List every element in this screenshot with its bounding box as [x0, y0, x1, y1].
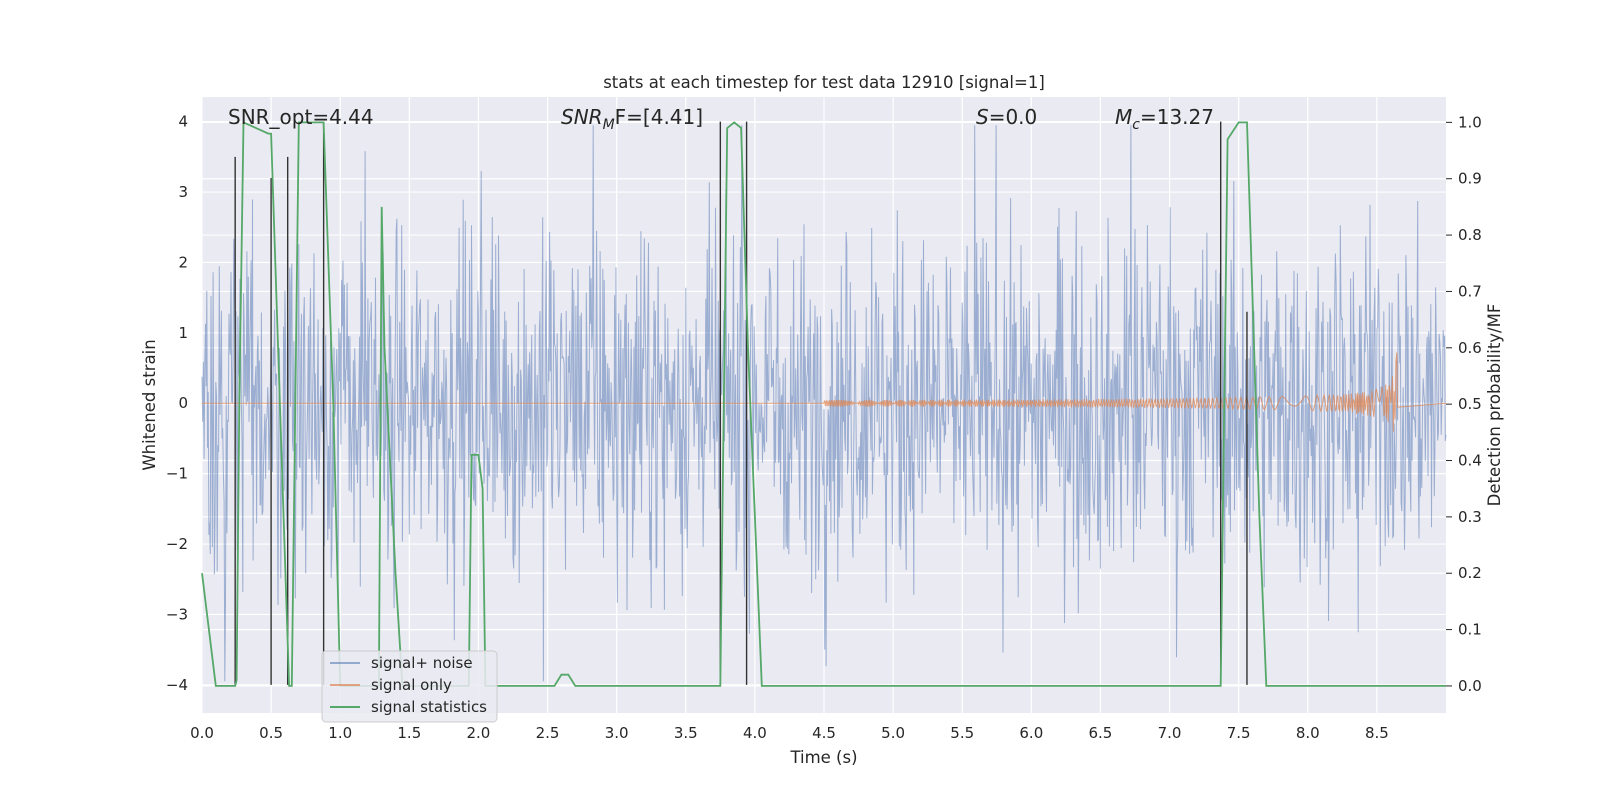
annotation-mc-subscript: c — [1132, 117, 1140, 133]
legend-label-stats: signal statistics — [371, 698, 487, 716]
x-tick-label: 1.5 — [397, 724, 421, 742]
x-tick-label: 7.5 — [1227, 724, 1251, 742]
x-tick-label: 5.0 — [881, 724, 905, 742]
x-tick-label: 6.5 — [1089, 724, 1113, 742]
y-tick-label-right: 0.2 — [1458, 564, 1482, 582]
y-axis-label-right: Detection probability/MF — [1485, 304, 1504, 507]
annotation-snr-opt: SNR_opt=4.44 — [228, 105, 374, 129]
x-tick-label: 4.0 — [743, 724, 767, 742]
annotation-mc-symbol: M — [1115, 105, 1132, 129]
y-tick-label-left: 1 — [178, 324, 188, 342]
annotation-s: S=0.0 — [976, 105, 1037, 129]
legend-label-noise: signal+ noise — [371, 654, 473, 672]
x-tick-label: 3.5 — [674, 724, 698, 742]
annotation-mc-value: =13.27 — [1140, 105, 1214, 129]
chart-title: stats at each timestep for test data 129… — [603, 73, 1045, 92]
x-axis-label: Time (s) — [789, 748, 857, 767]
annotation-s-value: =0.0 — [989, 105, 1038, 129]
x-tick-label: 2.5 — [536, 724, 560, 742]
y-tick-label-left: −2 — [166, 535, 188, 553]
annotation-s-symbol: S — [976, 105, 989, 129]
detection-markers — [234, 121, 1248, 685]
y-tick-label-right: 0.4 — [1458, 452, 1482, 470]
x-tick-label: 7.0 — [1158, 724, 1182, 742]
annotation-snr-mf-subscript: M — [603, 117, 615, 133]
x-tick-label: 6.0 — [1019, 724, 1043, 742]
statistics-line — [201, 121, 1446, 687]
y-tick-label-right: 0.6 — [1458, 339, 1482, 357]
legend-box — [321, 650, 498, 723]
y-tick-label-right: 0.7 — [1458, 282, 1482, 300]
x-tick-label: 2.0 — [467, 724, 491, 742]
y-tick-label-right: 0.5 — [1458, 395, 1482, 413]
legend-label-signal: signal only — [371, 676, 452, 694]
noise-line — [201, 125, 1447, 682]
series-signal-statistics — [201, 121, 1446, 687]
x-tick-label: 8.0 — [1296, 724, 1320, 742]
y-tick-label-left: 4 — [178, 113, 188, 131]
y-tick-label-right: 1.0 — [1458, 113, 1482, 131]
y-tick-label-left: 3 — [178, 183, 188, 201]
y-tick-label-right: 0.9 — [1458, 170, 1482, 188]
x-tick-label: 0.0 — [190, 724, 214, 742]
y-tick-label-left: −1 — [166, 465, 188, 483]
y-tick-label-right: 0.0 — [1458, 677, 1482, 695]
annotation-snr-mf-symbol: SNR — [561, 105, 603, 129]
x-tick-label: 3.0 — [605, 724, 629, 742]
y-tick-label-left: −3 — [166, 605, 188, 623]
y-tick-label-right: 0.8 — [1458, 226, 1482, 244]
series-signal-only — [202, 352, 1447, 432]
x-tick-label: 0.5 — [259, 724, 283, 742]
signal-line — [202, 352, 1447, 432]
y-tick-label-left: 2 — [178, 253, 188, 271]
series-signal-noise — [201, 125, 1447, 682]
y-tick-label-right: 0.3 — [1458, 508, 1482, 526]
annotation-snr-mf: SNRMF=[4.41] — [561, 105, 703, 133]
y-tick-label-left: 0 — [178, 394, 188, 412]
axis-ticks: 0.0 0.5 1.0 1.5 2.0 2.5 3.0 3.5 4.0 4.5 5.0 5.5 6.0 6… — [166, 113, 1482, 742]
y-axis-label-left: Whitened strain — [140, 339, 159, 470]
legend: signal+ noise signal only signal statist… — [321, 650, 498, 723]
x-tick-label: 8.5 — [1365, 724, 1389, 742]
y-tick-label-right: 0.1 — [1458, 621, 1482, 639]
x-tick-label: 5.5 — [950, 724, 974, 742]
x-tick-label: 4.5 — [812, 724, 836, 742]
annotation-snr-mf-value: F=[4.41] — [615, 105, 703, 129]
annotation-mc: Mc=13.27 — [1115, 105, 1214, 133]
x-tick-label: 1.0 — [328, 724, 352, 742]
y-tick-label-left: −4 — [166, 676, 188, 694]
